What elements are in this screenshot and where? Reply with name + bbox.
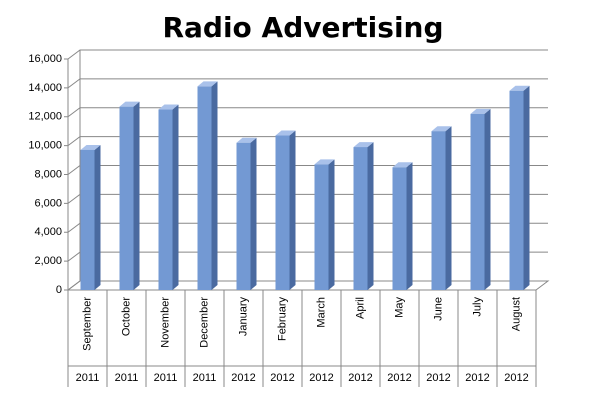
bar bbox=[314, 164, 329, 290]
bar-top bbox=[314, 159, 335, 165]
x-tick-label: February bbox=[276, 297, 288, 342]
bar bbox=[158, 109, 173, 290]
bar bbox=[353, 147, 368, 290]
bar-top bbox=[353, 142, 374, 148]
year-label: 2011 bbox=[76, 372, 100, 384]
y-tick-label: 0 bbox=[56, 284, 62, 296]
grid-line bbox=[67, 136, 548, 147]
bar-side bbox=[406, 162, 413, 290]
bar-top bbox=[80, 144, 101, 150]
year-label: 2011 bbox=[154, 372, 178, 384]
grid-line bbox=[67, 49, 548, 60]
y-tick-label: 4,000 bbox=[34, 226, 62, 238]
grid-line bbox=[67, 251, 548, 262]
y-tick-label: 16,000 bbox=[28, 53, 62, 65]
x-tick-label: November bbox=[159, 297, 171, 348]
bar-side bbox=[445, 126, 452, 290]
bar-side bbox=[250, 137, 257, 290]
bar-top bbox=[431, 126, 452, 132]
grid-line bbox=[67, 280, 548, 291]
bar bbox=[80, 149, 95, 290]
x-tick-label: April bbox=[354, 297, 366, 319]
year-label: 2012 bbox=[426, 372, 450, 384]
bar bbox=[470, 113, 485, 290]
x-tick-label: October bbox=[120, 297, 132, 336]
bar bbox=[392, 167, 407, 290]
y-tick-label: 14,000 bbox=[28, 82, 62, 94]
y-tick-label: 12,000 bbox=[28, 111, 62, 123]
bar bbox=[509, 90, 524, 290]
x-tick-label: January bbox=[237, 297, 249, 337]
grid-line bbox=[67, 193, 548, 204]
bar-side bbox=[367, 142, 374, 290]
x-tick-label: March bbox=[315, 297, 327, 328]
bar bbox=[275, 135, 290, 290]
year-label: 2011 bbox=[115, 372, 139, 384]
grid-line bbox=[67, 222, 548, 233]
bar-top bbox=[392, 162, 413, 168]
y-tick-label: 6,000 bbox=[34, 197, 62, 209]
bar bbox=[236, 142, 251, 290]
bar-top bbox=[158, 104, 179, 110]
x-tick-label: September bbox=[81, 297, 93, 351]
bar-side bbox=[484, 108, 491, 290]
year-label: 2012 bbox=[348, 372, 372, 384]
x-tick-label: December bbox=[198, 297, 210, 348]
grid-line bbox=[67, 78, 548, 89]
bar-side bbox=[133, 101, 140, 290]
y-tick-label: 8,000 bbox=[34, 168, 62, 180]
year-label: 2012 bbox=[504, 372, 528, 384]
bar-side bbox=[211, 81, 218, 291]
grid-line bbox=[67, 107, 548, 118]
y-tick-label: 10,000 bbox=[28, 140, 62, 152]
year-label: 2012 bbox=[387, 372, 411, 384]
x-tick-label: August bbox=[510, 297, 522, 331]
bar-top bbox=[197, 81, 218, 87]
y-tick-label: 2,000 bbox=[34, 255, 62, 267]
bar-top bbox=[470, 108, 491, 114]
x-tick-label: May bbox=[393, 297, 405, 318]
bar-side bbox=[94, 144, 101, 290]
bar-top bbox=[275, 130, 296, 136]
year-label: 2012 bbox=[270, 372, 294, 384]
year-label: 2012 bbox=[309, 372, 333, 384]
year-label: 2012 bbox=[231, 372, 255, 384]
bar-top bbox=[509, 85, 530, 91]
bar bbox=[119, 106, 134, 290]
bar bbox=[431, 131, 446, 290]
year-label: 2011 bbox=[193, 372, 217, 384]
bar bbox=[197, 86, 212, 291]
bar-side bbox=[523, 85, 530, 290]
bar-top bbox=[119, 101, 140, 107]
year-label: 2012 bbox=[465, 372, 489, 384]
bar-top bbox=[236, 137, 257, 143]
x-tick-label: July bbox=[471, 297, 483, 317]
chart-title: Radio Advertising bbox=[162, 11, 443, 44]
bar-side bbox=[289, 130, 296, 290]
bar-side bbox=[328, 159, 335, 290]
grid-line bbox=[67, 165, 548, 175]
x-tick-label: June bbox=[432, 297, 444, 321]
bar-side bbox=[172, 104, 179, 290]
